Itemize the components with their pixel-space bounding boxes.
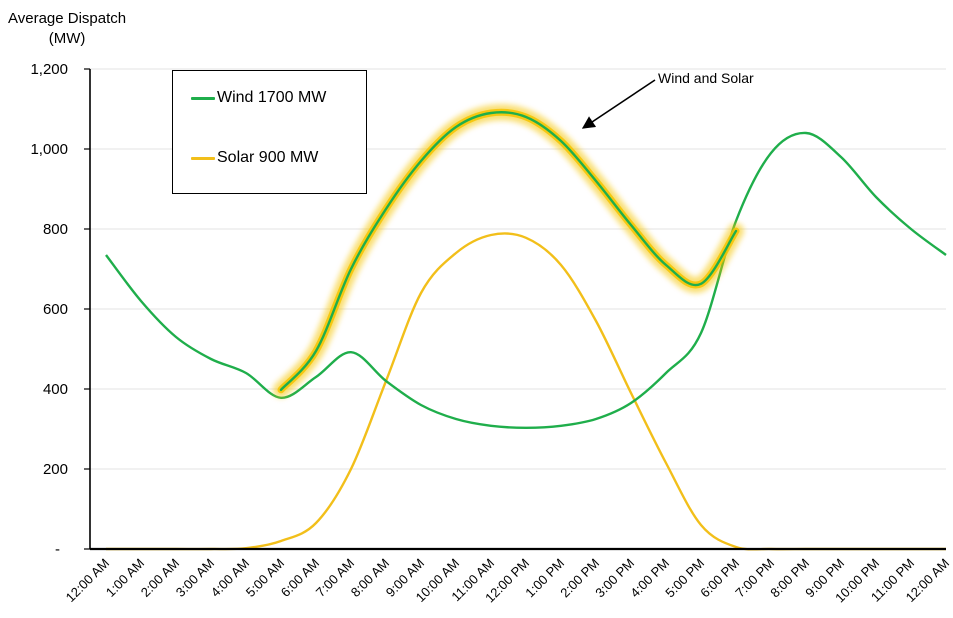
legend-swatch-solar	[191, 156, 215, 160]
axes	[89, 69, 946, 551]
series-line-wind	[105, 131, 947, 430]
legend-label-wind: Wind 1700 MW	[217, 89, 327, 106]
y-axis-label-line2: (MW)	[48, 30, 86, 47]
y-tick-label: 200	[43, 461, 68, 478]
y-tick-label: 1,000	[30, 141, 68, 158]
legend-item-wind: Wind 1700 MW	[191, 89, 326, 107]
y-tick-label: 800	[43, 221, 68, 238]
y-tick-label: 600	[43, 301, 68, 318]
y-tick-label: -	[55, 541, 60, 558]
series-line-wind-and-solar	[279, 111, 738, 391]
y-tick-label: 1,200	[30, 61, 68, 78]
x-axis-ticks: 12:00 AM1:00 AM2:00 AM3:00 AM4:00 AM5:00…	[63, 556, 952, 606]
y-axis-label: Average Dispatch (MW)	[8, 9, 126, 49]
annotation-arrow	[581, 79, 656, 129]
legend: Wind 1700 MW Solar 900 MW	[172, 70, 367, 194]
x-tick-label: 12:00 AM	[63, 556, 112, 605]
series-line-solar	[106, 232, 946, 551]
annotation-wind-and-solar: Wind and Solar	[658, 70, 754, 86]
y-axis-ticks: - 200 400 600 800 1,000 1,200	[30, 61, 90, 558]
y-axis-label-line1: Average Dispatch	[8, 10, 127, 27]
legend-item-solar: Solar 900 MW	[191, 149, 318, 167]
legend-label-solar: Solar 900 MW	[217, 149, 319, 166]
y-tick-label: 400	[43, 381, 68, 398]
legend-swatch-wind	[191, 96, 215, 100]
